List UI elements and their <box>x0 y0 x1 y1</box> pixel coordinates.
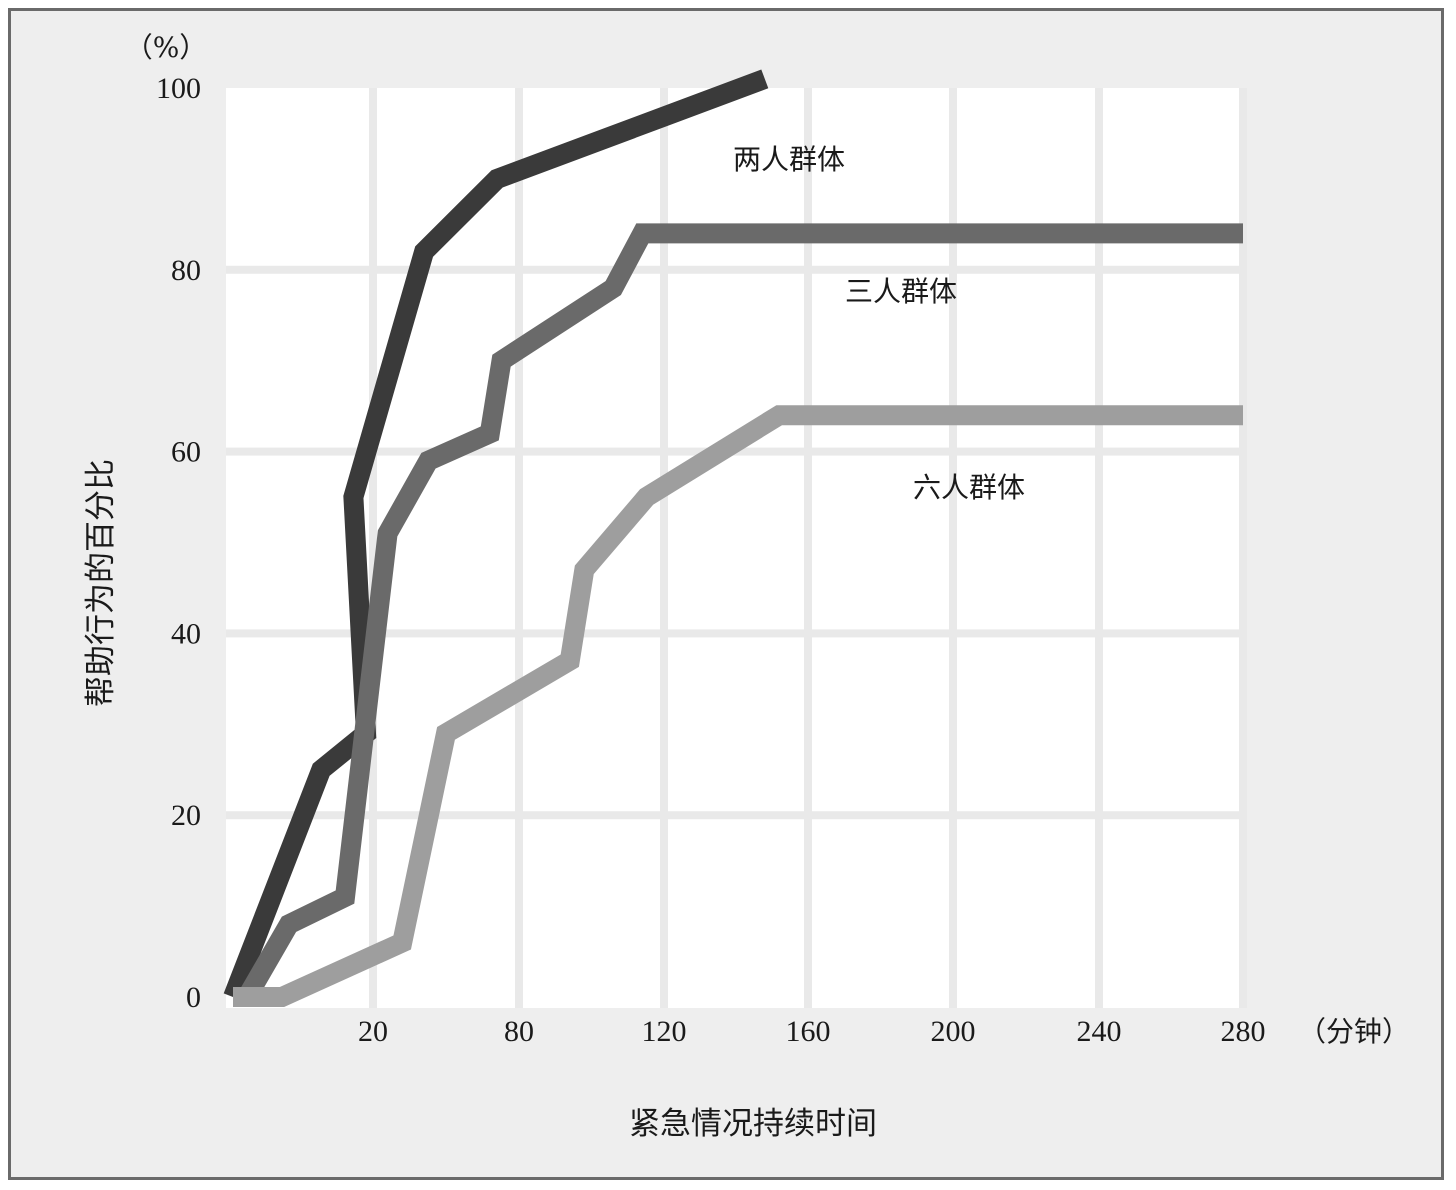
y-tick-40: 40 <box>171 617 201 650</box>
y-tick-80: 80 <box>171 254 201 287</box>
series-line-2 <box>238 223 1243 1003</box>
y-tick-20: 20 <box>171 799 201 832</box>
series-line-1 <box>223 69 769 1001</box>
x-tick-160: 160 <box>786 1015 831 1048</box>
x-tick-80: 80 <box>504 1015 534 1048</box>
chart-frame: 两人群体 三人群体 六人群体 0 20 40 60 80 100 20 80 120 160 200 2… <box>8 8 1444 1180</box>
x-tick-120: 120 <box>642 1015 687 1048</box>
y-unit-label: （%） <box>125 31 208 64</box>
y-axis-title: 帮助行为的百分比 <box>83 459 119 707</box>
series-label-3: 六人群体 <box>913 471 1025 504</box>
y-tick-60: 60 <box>171 436 201 469</box>
x-unit-label: （分钟） <box>1298 1015 1410 1048</box>
series-line-3 <box>233 405 1243 1007</box>
y-tick-0: 0 <box>186 981 201 1014</box>
series-label-2: 三人群体 <box>845 275 957 308</box>
x-tick-240: 240 <box>1077 1015 1122 1048</box>
y-tick-labels: 0 20 40 60 80 100 <box>156 72 201 1014</box>
x-tick-labels: 20 80 120 160 200 240 280 <box>358 1015 1266 1048</box>
x-tick-200: 200 <box>931 1015 976 1048</box>
series-label-1: 两人群体 <box>733 143 845 176</box>
x-axis-title: 紧急情况持续时间 <box>629 1106 877 1142</box>
x-tick-280: 280 <box>1221 1015 1266 1048</box>
x-tick-20: 20 <box>358 1015 388 1048</box>
series-lines <box>223 69 1243 1007</box>
y-tick-100: 100 <box>156 72 201 105</box>
